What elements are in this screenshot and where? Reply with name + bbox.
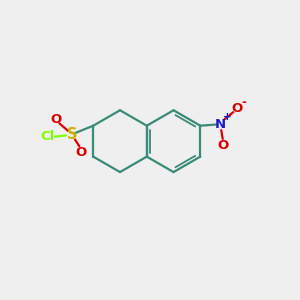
Text: Cl: Cl [41, 130, 55, 143]
Text: -: - [242, 96, 246, 109]
Text: O: O [75, 146, 86, 159]
Text: N: N [215, 118, 226, 131]
Text: O: O [217, 139, 228, 152]
Text: O: O [50, 113, 61, 126]
Text: O: O [231, 101, 242, 115]
Text: +: + [223, 112, 231, 122]
Text: S: S [67, 127, 77, 142]
